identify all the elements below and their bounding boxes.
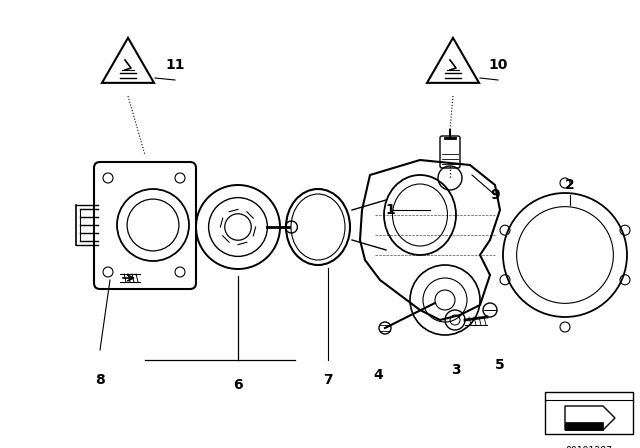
Text: 8: 8 (95, 373, 105, 387)
Text: 11: 11 (165, 58, 185, 72)
Text: 3: 3 (451, 363, 461, 377)
Text: 5: 5 (495, 358, 505, 372)
Text: 00191287: 00191287 (566, 446, 612, 448)
Text: 9: 9 (490, 188, 500, 202)
Bar (545, 392, 633, 434)
Text: 6: 6 (233, 378, 243, 392)
Text: 2: 2 (565, 178, 575, 192)
Polygon shape (565, 422, 603, 430)
Text: 4: 4 (373, 368, 383, 382)
Text: 1: 1 (385, 203, 395, 217)
Text: 7: 7 (323, 373, 333, 387)
Text: 10: 10 (488, 58, 508, 72)
